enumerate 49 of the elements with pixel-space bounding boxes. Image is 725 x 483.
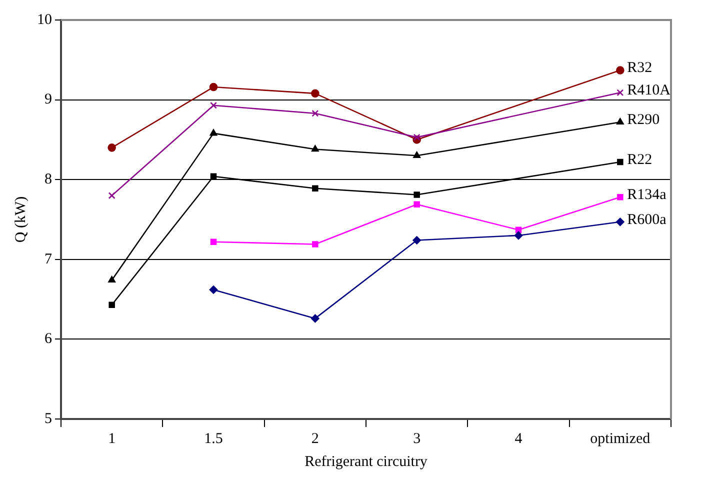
y-tick-label: 8: [44, 172, 52, 188]
y-tick-label: 9: [44, 92, 52, 108]
point: [210, 129, 218, 136]
point: [108, 144, 116, 152]
point: [311, 89, 320, 98]
series-label: R22: [627, 152, 652, 168]
series-label: R600a: [627, 212, 667, 228]
point: [311, 145, 319, 152]
point: [514, 231, 523, 240]
series-label: R410A: [627, 82, 671, 99]
x-axis-title: Refrigerant circuitry: [304, 454, 428, 470]
y-axis-title: Q (kW): [12, 196, 29, 243]
point: [209, 82, 218, 92]
x-tick-label: 1.5: [204, 430, 223, 447]
point: [412, 236, 421, 244]
point: [413, 134, 420, 141]
series-label: R290: [627, 112, 660, 128]
point: [210, 238, 217, 245]
point: [616, 118, 624, 125]
series-label: R134a: [627, 187, 667, 204]
point: [616, 66, 624, 74]
x-tick-label: 4: [514, 430, 523, 447]
x-tick-label: 3: [413, 430, 421, 447]
x-tick-label: 1: [108, 430, 116, 447]
y-tick-label: 5: [44, 410, 52, 427]
point: [312, 241, 318, 248]
point: [108, 302, 115, 308]
point: [413, 152, 421, 158]
point: [617, 194, 624, 200]
point: [617, 158, 624, 166]
point: [515, 226, 522, 233]
series-label: R32: [627, 60, 652, 76]
point: [210, 173, 217, 180]
point: [414, 192, 420, 198]
point: [311, 314, 320, 323]
y-tick-label: 7: [44, 251, 52, 268]
point: [312, 110, 319, 117]
point: [616, 218, 624, 226]
point: [312, 185, 318, 192]
point: [210, 102, 217, 109]
y-tick-label: 6: [44, 331, 52, 348]
point: [108, 276, 116, 283]
point: [108, 192, 116, 200]
x-tick-label: optimized: [590, 430, 651, 447]
x-tick-label: 2: [311, 430, 319, 447]
point: [616, 89, 624, 96]
point: [414, 201, 420, 208]
y-tick-label: 10: [37, 12, 52, 28]
point: [209, 286, 218, 294]
